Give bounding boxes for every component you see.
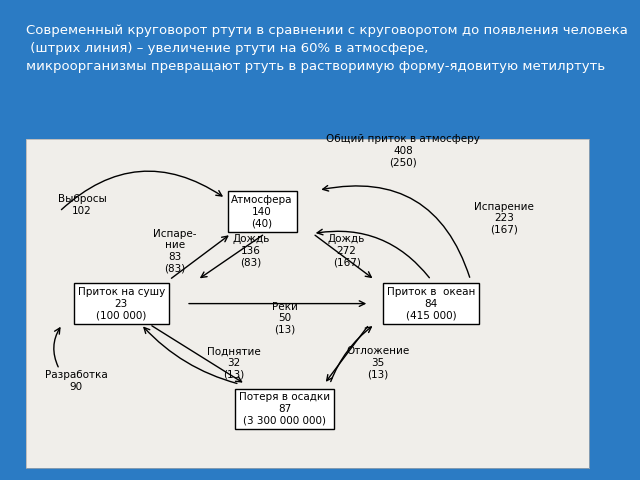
Text: Общий приток в атмосферу
408
(250): Общий приток в атмосферу 408 (250) [326,134,480,168]
Text: Отложение
35
(13): Отложение 35 (13) [346,346,409,379]
Text: Дождь
272
(167): Дождь 272 (167) [328,234,365,268]
Text: Дождь
136
(83): Дождь 136 (83) [232,234,269,268]
Text: Потеря в осадки
87
(3 300 000 000): Потеря в осадки 87 (3 300 000 000) [239,392,330,425]
Text: Испарение
223
(167): Испарение 223 (167) [474,202,534,235]
Text: Атмосфера
140
(40): Атмосфера 140 (40) [232,195,293,228]
Text: Приток на сушу
23
(100 000): Приток на сушу 23 (100 000) [77,287,165,320]
Text: Разработка
90: Разработка 90 [45,370,108,392]
Text: Выбросы
102: Выбросы 102 [58,194,106,216]
Text: Реки
50
(13): Реки 50 (13) [272,302,298,335]
Text: Приток в  океан
84
(415 000): Приток в океан 84 (415 000) [387,287,476,320]
Text: Испаре-
ние
83
(83): Испаре- ние 83 (83) [153,228,196,274]
Text: Современный круговорот ртути в сравнении с круговоротом до появления человека
 (: Современный круговорот ртути в сравнении… [26,24,627,73]
Text: Поднятие
32
(13): Поднятие 32 (13) [207,346,261,379]
